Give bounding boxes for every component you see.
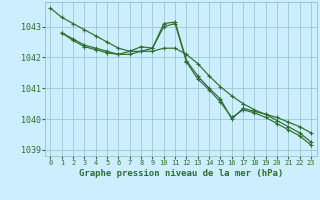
- X-axis label: Graphe pression niveau de la mer (hPa): Graphe pression niveau de la mer (hPa): [79, 169, 283, 178]
